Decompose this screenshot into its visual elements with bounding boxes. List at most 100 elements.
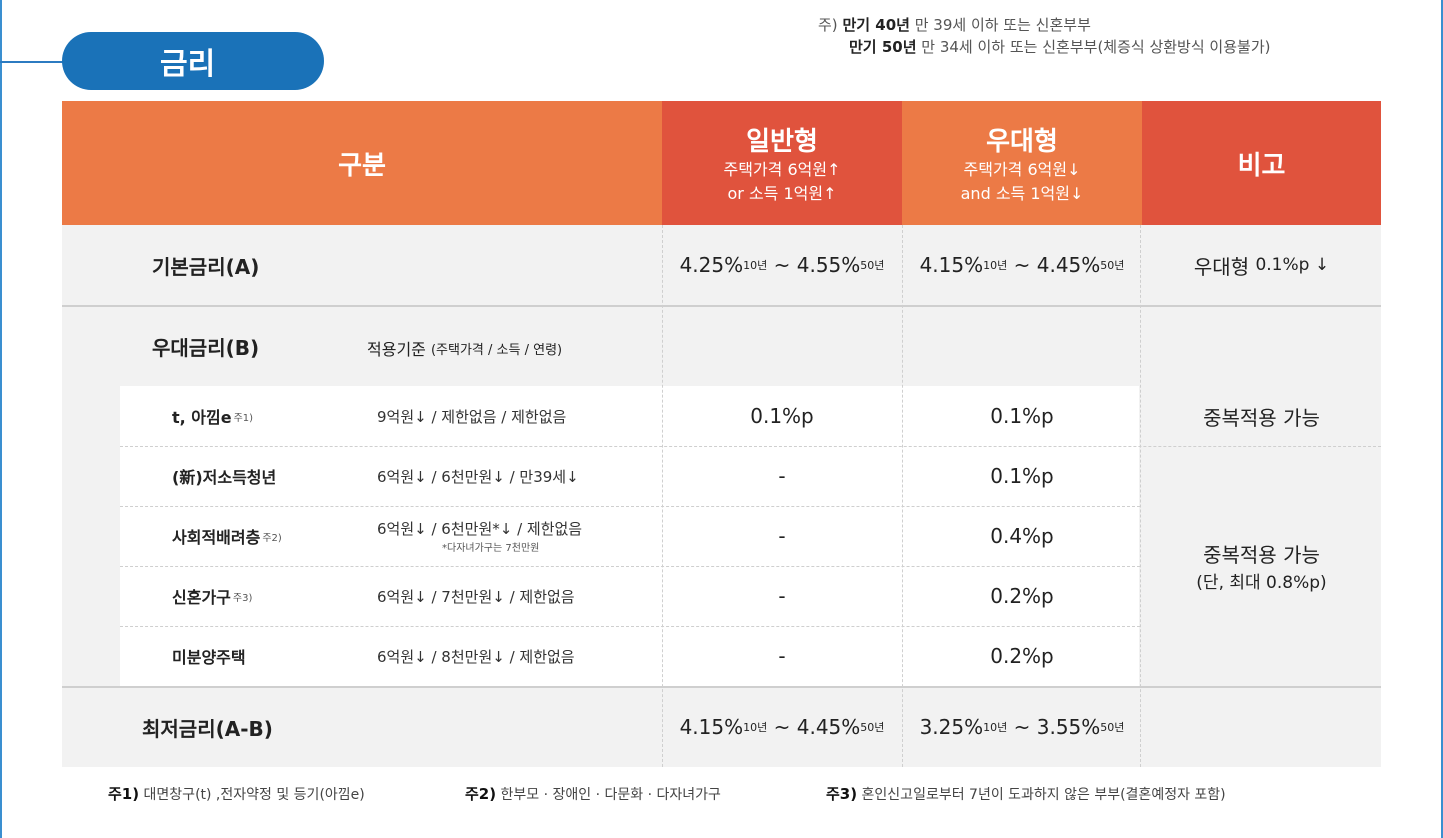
rate-value: 4.25%: [679, 253, 744, 277]
maturity-note-line2: 만기 50년 만 34세 이하 또는 신혼부부(체증식 상환방식 이용불가): [818, 36, 1270, 58]
rate-value: 4.45%: [796, 715, 861, 739]
footnote-1: 주1) 대면창구(t) ,전자약정 및 등기(아낌e): [108, 783, 365, 804]
column-divider: [902, 225, 903, 767]
footnote-key: 주1): [108, 785, 140, 803]
row-divider: [62, 686, 1381, 688]
footnote-text: 대면창구(t) ,전자약정 및 등기(아낌e): [143, 787, 365, 803]
preferential-item-name: 신혼가구 주3): [172, 566, 252, 626]
preferential-item-preferred-rate: 0.1%p: [990, 404, 1054, 428]
rate-separator: ~: [1013, 253, 1031, 277]
rate-term: 10년: [743, 721, 768, 734]
preferential-item-preferred-rate: 0.1%p: [990, 464, 1054, 488]
rate-term: 10년: [983, 259, 1008, 272]
rate-term: 50년: [1100, 259, 1125, 272]
item-name-text: 사회적배려층: [172, 528, 261, 547]
footnote-2: 주2) 한부모 · 장애인 · 다문화 · 다자녀가구: [465, 783, 721, 804]
rate-term: 50년: [1100, 721, 1125, 734]
base-rate-general: 4.25% 10년 ~ 4.55% 50년: [662, 225, 902, 305]
remark-text: 중복적용 가능: [1203, 543, 1320, 567]
remark-label: 우대형: [1193, 254, 1250, 279]
remark-text: 중복적용 가능: [1203, 405, 1320, 430]
header-preferred: 우대형 주택가격 6억원↓ and 소득 1억원↓: [902, 101, 1142, 225]
rate-value: 4.45%: [1036, 253, 1101, 277]
frame-border-right: [1441, 0, 1443, 838]
preferential-item-general-rate: 0.1%p: [750, 404, 814, 428]
rate-value: 3.25%: [919, 715, 984, 739]
note-40y-label: 만기 40년: [842, 16, 910, 34]
section-title: 금리: [160, 47, 216, 82]
rate-term: 50년: [860, 721, 885, 734]
preferential-item-general-rate: -: [778, 584, 786, 608]
row-divider: [120, 566, 1140, 567]
preferential-item-general-rate: -: [778, 464, 786, 488]
section-title-badge: 금리: [62, 32, 324, 90]
preferential-item-general-rate: -: [778, 524, 786, 548]
header-category: 구분: [62, 101, 662, 225]
header-general-condition-2: or 소득 1억원↑: [727, 183, 837, 203]
preferential-rate-label: 우대금리(B): [152, 335, 260, 360]
item-footnote-ref: 주1): [233, 412, 254, 424]
remark-value: 0.1%p ↓: [1255, 255, 1330, 275]
rate-value: 4.55%: [796, 253, 861, 277]
rate-value: 3.55%: [1036, 715, 1101, 739]
preferential-item-name: t, 아낌e 주1): [172, 386, 253, 446]
footnote-text: 혼인신고일로부터 7년이 도과하지 않은 부부(결혼예정자 포함): [861, 787, 1226, 803]
header-preferred-condition-2: and 소득 1억원↓: [960, 183, 1084, 203]
item-footnote-ref: 주3): [232, 592, 253, 604]
header-category-label: 구분: [338, 150, 386, 181]
preferential-item-preferred-rate: 0.2%p: [990, 584, 1054, 608]
criteria-subtitle: (주택가격 / 소득 / 연령): [430, 342, 563, 358]
row-divider: [62, 305, 1381, 307]
maturity-note: 주) 만기 40년 만 39세 이하 또는 신혼부부 만기 50년 만 34세 …: [818, 14, 1270, 58]
note-prefix: 주): [818, 16, 838, 34]
rate-term: 10년: [743, 259, 768, 272]
preferential-item-preferred-rate: 0.4%p: [990, 524, 1054, 548]
criteria-text: 6억원↓ / 6천만원*↓ / 제한없음: [377, 520, 583, 538]
rate-separator: ~: [1013, 715, 1031, 739]
interest-rate-table: 구분 일반형 주택가격 6억원↑ or 소득 1억원↑ 우대형 주택가격 6억원…: [62, 101, 1381, 767]
rate-value: 4.15%: [919, 253, 984, 277]
footnote-text: 한부모 · 장애인 · 다문화 · 다자녀가구: [500, 787, 721, 803]
criteria-text: 6억원↓ / 7천만원↓ / 제한없음: [377, 587, 575, 606]
maturity-note-line1: 주) 만기 40년 만 39세 이하 또는 신혼부부: [818, 14, 1270, 36]
row-divider: [120, 446, 1381, 447]
rate-separator: ~: [773, 253, 791, 277]
preferential-item-criteria: 6억원↓ / 6천만원↓ / 만39세↓: [377, 446, 579, 506]
min-rate-general: 4.15% 10년 ~ 4.45% 50년: [662, 687, 902, 767]
row-divider: [120, 506, 1140, 507]
criteria-title: 적용기준 (주택가격 / 소득 / 연령): [367, 315, 562, 381]
preferential-item-name: 사회적배려층 주2): [172, 506, 282, 566]
item-name-text: 신혼가구: [172, 588, 231, 607]
base-rate-label: 기본금리(A): [152, 254, 260, 279]
criteria-text: 6억원↓ / 8천만원↓ / 제한없음: [377, 647, 575, 666]
header-general-title: 일반형: [746, 126, 818, 157]
preferential-item-preferred-rate: 0.2%p: [990, 644, 1054, 668]
rate-term: 50년: [860, 259, 885, 272]
header-preferred-condition-1: 주택가격 6억원↓: [963, 159, 1081, 179]
frame-border-left: [0, 0, 2, 838]
preferential-item-criteria: 6억원↓ / 7천만원↓ / 제한없음: [377, 566, 575, 626]
preferential-item-name: (新)저소득청년: [172, 446, 276, 506]
criteria-text: 9억원↓ / 제한없음 / 제한없음: [377, 407, 567, 426]
header-remarks: 비고: [1142, 101, 1381, 225]
header-general-condition-1: 주택가격 6억원↑: [723, 159, 841, 179]
preferential-item-criteria: 6억원↓ / 6천만원*↓ / 제한없음 *다자녀가구는 7천만원: [377, 506, 582, 566]
item-name-text: t, 아낌e: [172, 408, 232, 427]
footnote-key: 주3): [826, 785, 858, 803]
note-50y-text: 만 34세 이하 또는 신혼부부(체증식 상환방식 이용불가): [921, 38, 1271, 56]
base-rate-remark: 우대형 0.1%p ↓: [1142, 225, 1381, 305]
header-preferred-title: 우대형: [986, 126, 1058, 157]
preferential-item-name: 미분양주택: [172, 626, 246, 686]
header-general: 일반형 주택가격 6억원↑ or 소득 1억원↑: [662, 101, 902, 225]
preferential-item-general-rate: -: [778, 644, 786, 668]
note-50y-label: 만기 50년: [849, 38, 917, 56]
footnote-3: 주3) 혼인신고일로부터 7년이 도과하지 않은 부부(결혼예정자 포함): [826, 783, 1226, 804]
min-rate-label: 최저금리(A-B): [142, 716, 273, 741]
item-name-text: (新)저소득청년: [172, 468, 277, 487]
rate-value: 4.15%: [679, 715, 744, 739]
remark-subtext: (단, 최대 0.8%p): [1196, 573, 1327, 593]
column-divider: [1140, 225, 1141, 767]
footnote-key: 주2): [465, 785, 497, 803]
remark-duplicate-allowed: 중복적용 가능: [1142, 386, 1381, 446]
criteria-text: 6억원↓ / 6천만원↓ / 만39세↓: [377, 467, 579, 486]
